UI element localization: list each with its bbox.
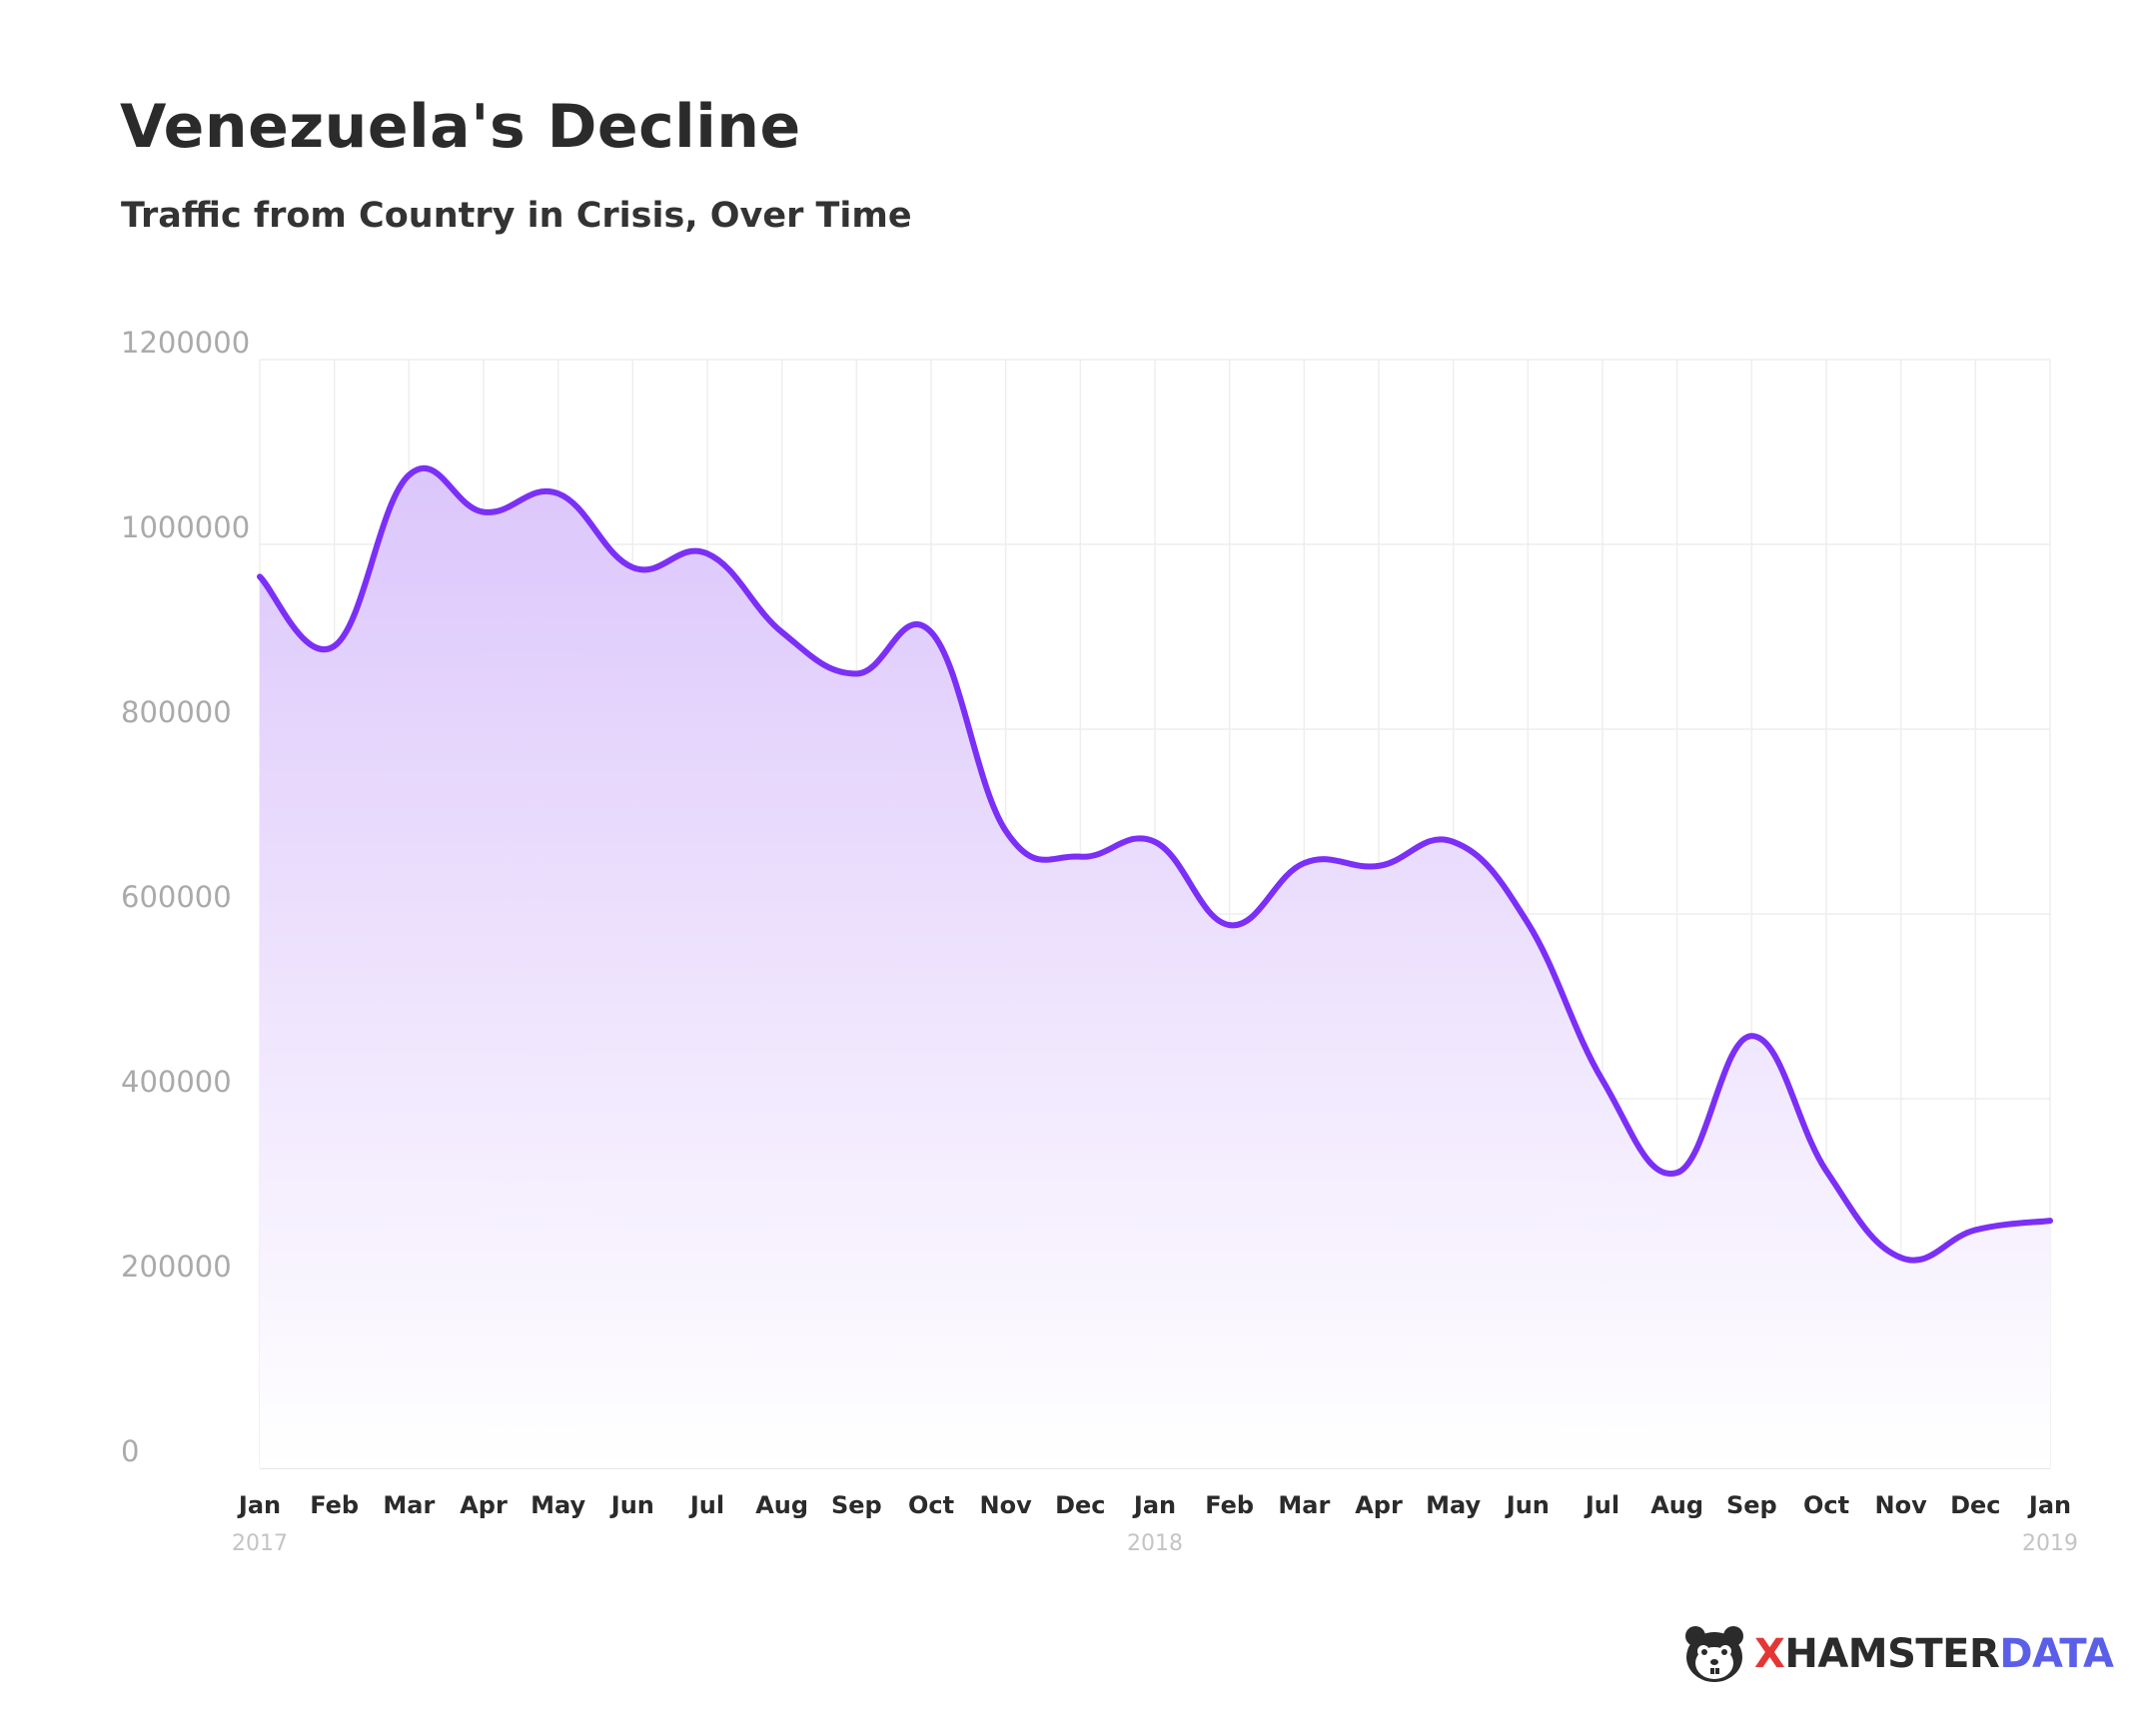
x-tick-label: May (1426, 1491, 1481, 1519)
x-tick-label: Nov (1875, 1491, 1928, 1519)
x-tick-label: Jan (237, 1491, 281, 1519)
x-tick-label: May (531, 1491, 585, 1519)
y-tick-label: 600000 (121, 880, 232, 914)
x-tick-label: Dec (1950, 1491, 2000, 1519)
x-tick-label: Apr (1355, 1491, 1403, 1519)
x-tick-label: Sep (831, 1491, 882, 1519)
brand-x: X (1754, 1631, 1785, 1677)
x-tick-label: Apr (460, 1491, 508, 1519)
chart-title: Venezuela's Decline (120, 92, 801, 162)
y-tick-label: 1200000 (121, 326, 250, 360)
x-tick-label: Mar (383, 1491, 435, 1519)
year-label: 2018 (1127, 1531, 1183, 1556)
x-tick-label: Jan (2027, 1491, 2071, 1519)
brand-hamster: HAMSTER (1784, 1631, 2000, 1677)
x-tick-label: Mar (1278, 1491, 1330, 1519)
x-tick-label: Nov (980, 1491, 1033, 1519)
x-axis: Jan Feb Mar Apr May Jun Jul Aug Sep Oct Nov Dec Jan F… (232, 1491, 2078, 1556)
series-area (260, 467, 2050, 1468)
series-line (257, 464, 2053, 1264)
hamster-logo-icon (1685, 1626, 1743, 1682)
x-tick-label: Dec (1055, 1491, 1105, 1519)
x-tick-label: Jan (1132, 1491, 1176, 1519)
year-label: 2017 (232, 1531, 288, 1556)
year-label: 2019 (2022, 1531, 2078, 1556)
x-tick-label: Jun (609, 1491, 654, 1519)
y-tick-label: 200000 (121, 1250, 232, 1284)
x-tick-label: Jun (1505, 1491, 1550, 1519)
y-tick-label: 0 (121, 1434, 139, 1468)
x-tick-label: Jul (688, 1491, 724, 1519)
brand-logo: XHAMSTERDATA (1680, 1622, 2114, 1686)
chart-subtitle: Traffic from Country in Crisis, Over Tim… (121, 196, 912, 236)
y-tick-label: 400000 (121, 1065, 232, 1099)
x-tick-label: Aug (755, 1491, 808, 1519)
x-tick-label: Jul (1584, 1491, 1619, 1519)
brand-data: DATA (1999, 1631, 2114, 1677)
x-tick-label: Oct (1803, 1491, 1849, 1519)
x-tick-label: Sep (1726, 1491, 1777, 1519)
x-tick-label: Aug (1650, 1491, 1703, 1519)
y-tick-label: 1000000 (121, 510, 250, 544)
x-tick-label: Feb (1205, 1491, 1254, 1519)
x-tick-label: Feb (310, 1491, 359, 1519)
brand-wordmark: XHAMSTERDATA (1754, 1631, 2114, 1677)
x-tick-label: Oct (908, 1491, 954, 1519)
y-axis: 0 200000 400000 600000 800000 1000000 1200000 (121, 326, 250, 1468)
y-tick-label: 800000 (121, 695, 232, 729)
